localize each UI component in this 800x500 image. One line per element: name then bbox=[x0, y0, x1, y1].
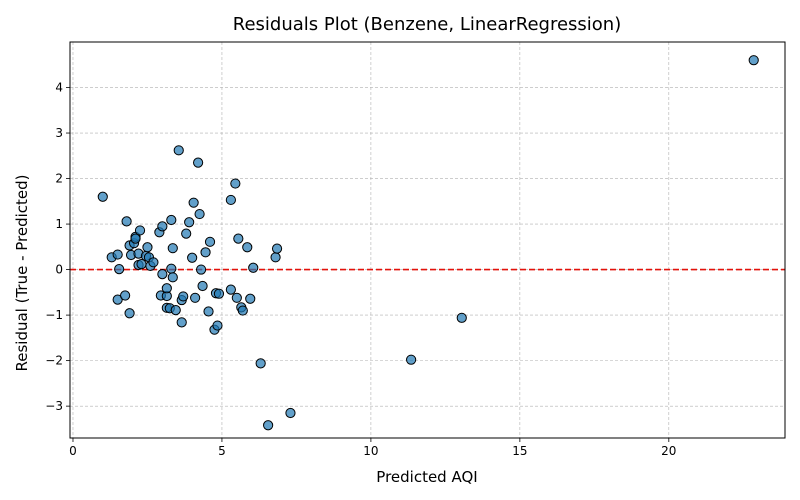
scatter-point bbox=[248, 262, 259, 273]
x-tick-label: 20 bbox=[661, 444, 676, 458]
scatter-point bbox=[173, 145, 184, 156]
scatter-point bbox=[142, 242, 153, 253]
scatter-point bbox=[166, 214, 177, 226]
y-tick-label: 4 bbox=[55, 81, 63, 95]
x-axis-label: Predicted AQI bbox=[376, 468, 477, 486]
scatter-point bbox=[136, 259, 147, 270]
y-tick-label: −3 bbox=[45, 399, 63, 413]
scatter-point bbox=[213, 288, 225, 299]
scatter-point bbox=[748, 55, 759, 66]
scatter-point bbox=[231, 292, 242, 303]
scatter-point bbox=[194, 208, 205, 220]
scatter-point bbox=[233, 233, 244, 244]
scatter-point bbox=[161, 283, 172, 294]
scatter-point bbox=[204, 236, 216, 247]
scatter-point bbox=[200, 247, 211, 258]
scatter-point bbox=[212, 320, 223, 331]
y-tick-label: −2 bbox=[45, 354, 63, 368]
scatter-point bbox=[181, 228, 192, 239]
scatter-point bbox=[157, 269, 168, 280]
y-axis-label: Residual (True - Predicted) bbox=[13, 174, 31, 371]
scatter-point bbox=[114, 264, 125, 275]
scatter-point bbox=[270, 252, 281, 263]
scatter-point bbox=[197, 280, 208, 292]
scatter-point bbox=[188, 197, 199, 208]
scatter-point bbox=[178, 291, 189, 302]
y-tick-label: 1 bbox=[55, 217, 63, 231]
scatter-point bbox=[157, 221, 168, 232]
x-axis-ticks: 0 5 10 15 20 bbox=[69, 438, 676, 458]
scatter-point bbox=[130, 233, 141, 244]
plot-frame bbox=[69, 41, 786, 439]
scatter-point bbox=[271, 243, 283, 254]
scatter-point bbox=[193, 157, 204, 168]
scatter-point bbox=[184, 217, 195, 228]
scatter-point bbox=[456, 312, 467, 323]
scatter-point bbox=[148, 257, 159, 268]
y-tick-label: 2 bbox=[55, 172, 63, 186]
scatter-point bbox=[203, 306, 214, 317]
scatter-point bbox=[237, 305, 248, 316]
scatter-point bbox=[406, 354, 417, 365]
scatter-point bbox=[187, 252, 198, 263]
scatter-point bbox=[195, 264, 207, 275]
scatter-point bbox=[225, 284, 236, 295]
x-tick-label: 10 bbox=[363, 444, 378, 458]
scatter-point bbox=[285, 407, 296, 419]
scatter-point bbox=[97, 191, 108, 202]
scatter-point bbox=[112, 249, 123, 260]
scatter-point bbox=[263, 420, 274, 431]
scatter-point bbox=[245, 293, 256, 304]
x-tick-label: 0 bbox=[69, 444, 77, 458]
scatter-point bbox=[225, 194, 236, 206]
scatter-point bbox=[166, 263, 177, 274]
chart-title: Residuals Plot (Benzene, LinearRegressio… bbox=[233, 14, 622, 35]
grid-lines bbox=[70, 42, 785, 438]
scatter-point bbox=[242, 242, 253, 253]
scatter-point bbox=[134, 225, 146, 236]
scatter-point bbox=[167, 272, 178, 283]
x-tick-label: 5 bbox=[218, 444, 226, 458]
data-points bbox=[97, 55, 759, 431]
scatter-point bbox=[176, 317, 187, 328]
scatter-point bbox=[230, 178, 241, 189]
scatter-point bbox=[170, 304, 181, 316]
y-axis-ticks: −3 −2 −1 0 1 2 3 4 bbox=[45, 81, 70, 413]
y-tick-label: 3 bbox=[55, 126, 63, 140]
scatter-point bbox=[255, 358, 266, 369]
scatter-point bbox=[124, 308, 135, 319]
x-tick-label: 15 bbox=[512, 444, 527, 458]
scatter-point bbox=[121, 216, 132, 227]
scatter-point bbox=[167, 243, 178, 254]
y-tick-label: −1 bbox=[45, 308, 63, 322]
scatter-point bbox=[120, 290, 131, 301]
scatter-point bbox=[190, 292, 201, 303]
y-tick-label: 0 bbox=[55, 263, 63, 277]
